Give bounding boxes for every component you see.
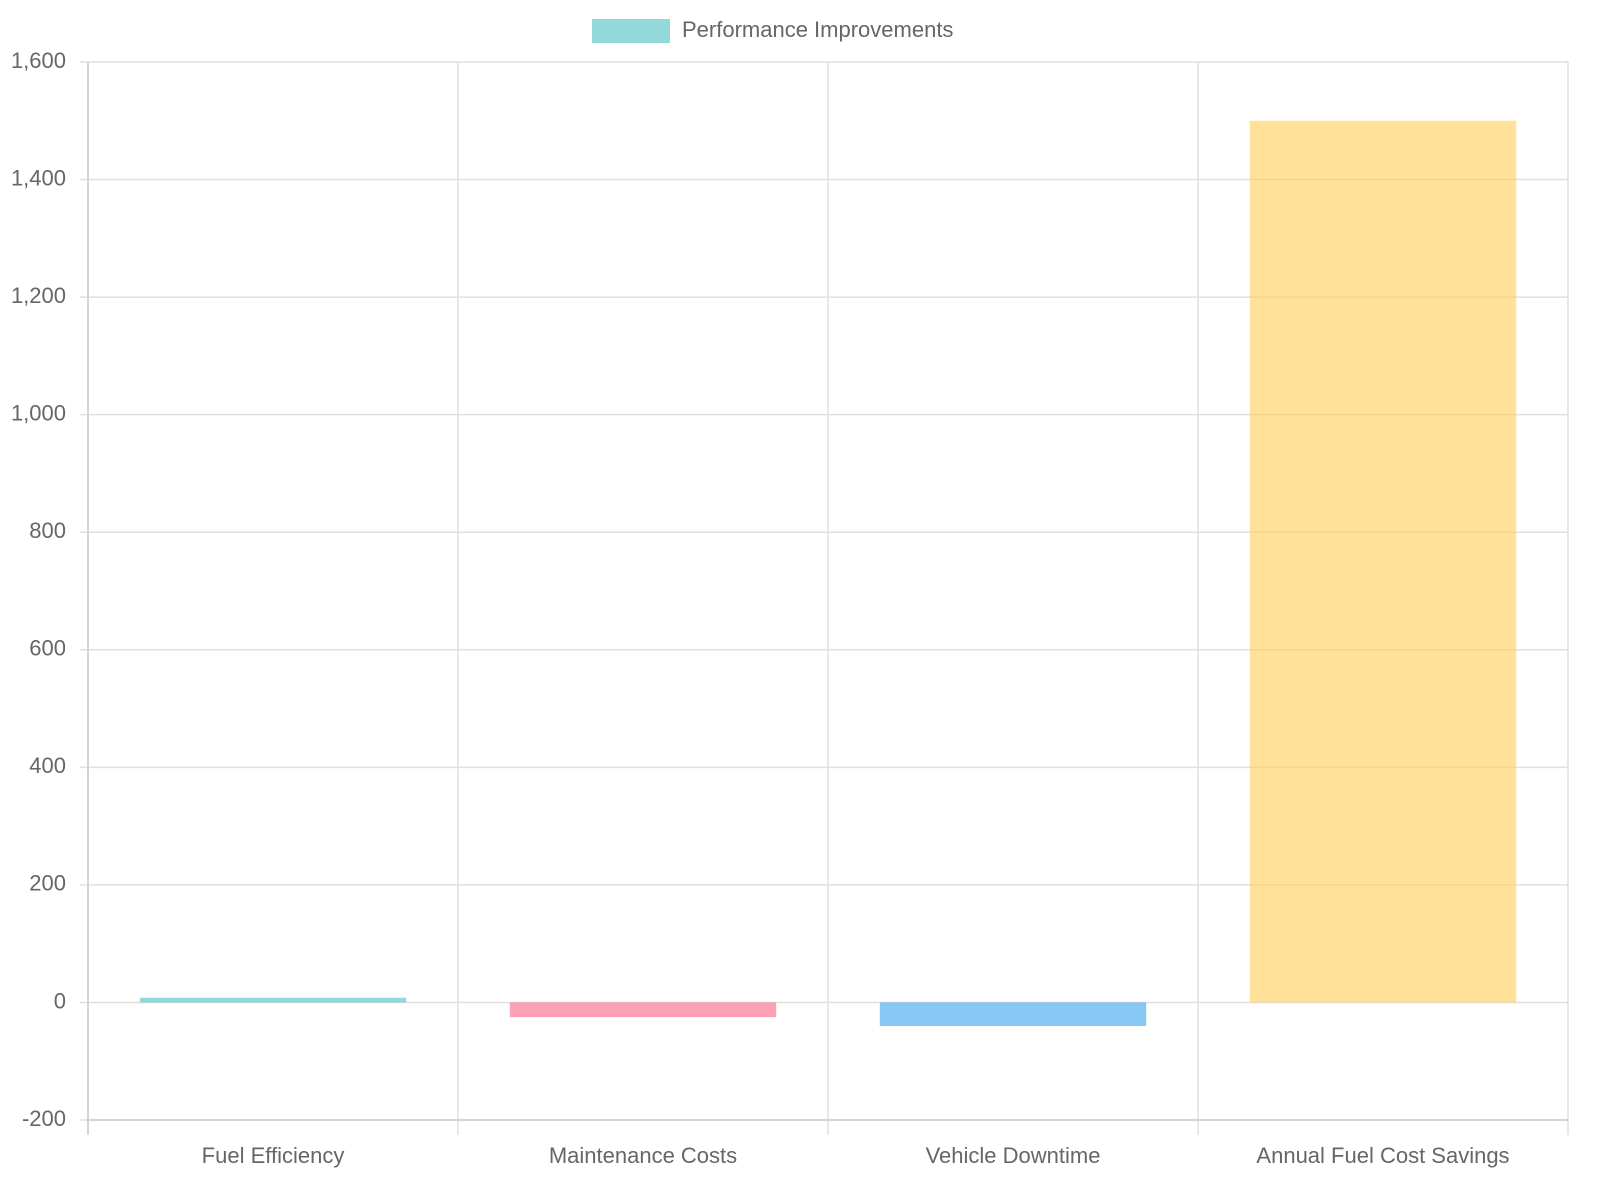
x-tick-label: Maintenance Costs xyxy=(549,1143,737,1168)
legend-label: Performance Improvements xyxy=(682,17,953,42)
bar xyxy=(139,997,407,1003)
x-tick-label: Fuel Efficiency xyxy=(202,1143,345,1168)
y-tick-label: 200 xyxy=(29,871,66,896)
y-tick-label: 1,600 xyxy=(11,48,66,73)
y-tick-label: 1,000 xyxy=(11,400,66,425)
y-tick-label: -200 xyxy=(22,1106,66,1131)
bar xyxy=(509,1002,777,1018)
bar xyxy=(1249,120,1517,1003)
x-tick-label: Annual Fuel Cost Savings xyxy=(1256,1143,1509,1168)
bar xyxy=(879,1002,1147,1026)
y-tick-label: 600 xyxy=(29,636,66,661)
y-tick-label: 1,200 xyxy=(11,283,66,308)
y-tick-label: 0 xyxy=(54,988,66,1013)
y-tick-label: 1,400 xyxy=(11,165,66,190)
y-tick-label: 800 xyxy=(29,518,66,543)
y-tick-label: 400 xyxy=(29,753,66,778)
x-tick-label: Vehicle Downtime xyxy=(926,1143,1101,1168)
legend-swatch xyxy=(592,19,670,43)
